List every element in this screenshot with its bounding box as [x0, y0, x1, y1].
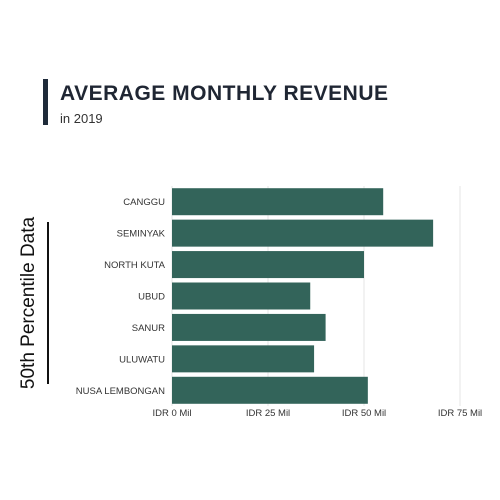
- chart-subtitle: in 2019: [60, 111, 103, 126]
- bar-uluwatu: [172, 345, 315, 373]
- bar-ubud: [172, 282, 311, 310]
- category-label: SEMINYAK: [117, 229, 166, 240]
- category-label: SANUR: [132, 323, 165, 334]
- bar-canggu: [172, 188, 384, 216]
- bar-north-kuta: [172, 251, 364, 279]
- title-accent-bar: [43, 79, 48, 125]
- x-tick-label: IDR 75 Mil: [438, 408, 482, 419]
- chart-title: AVERAGE MONTHLY REVENUE: [60, 82, 389, 105]
- bar-sanur: [172, 313, 326, 341]
- category-label: UBUD: [138, 292, 165, 303]
- bar-nusa-lembongan: [172, 376, 368, 404]
- category-label: CANGGU: [123, 197, 165, 208]
- x-tick-label: IDR 0 Mil: [152, 408, 191, 419]
- category-label: ULUWATU: [119, 354, 165, 365]
- side-divider: [47, 222, 49, 384]
- x-tick-label: IDR 50 Mil: [342, 408, 386, 419]
- category-label: NUSA LEMBONGAN: [76, 386, 165, 397]
- category-label: NORTH KUTA: [104, 260, 166, 271]
- x-tick-label: IDR 25 Mil: [246, 408, 290, 419]
- bar-seminyak: [172, 219, 434, 247]
